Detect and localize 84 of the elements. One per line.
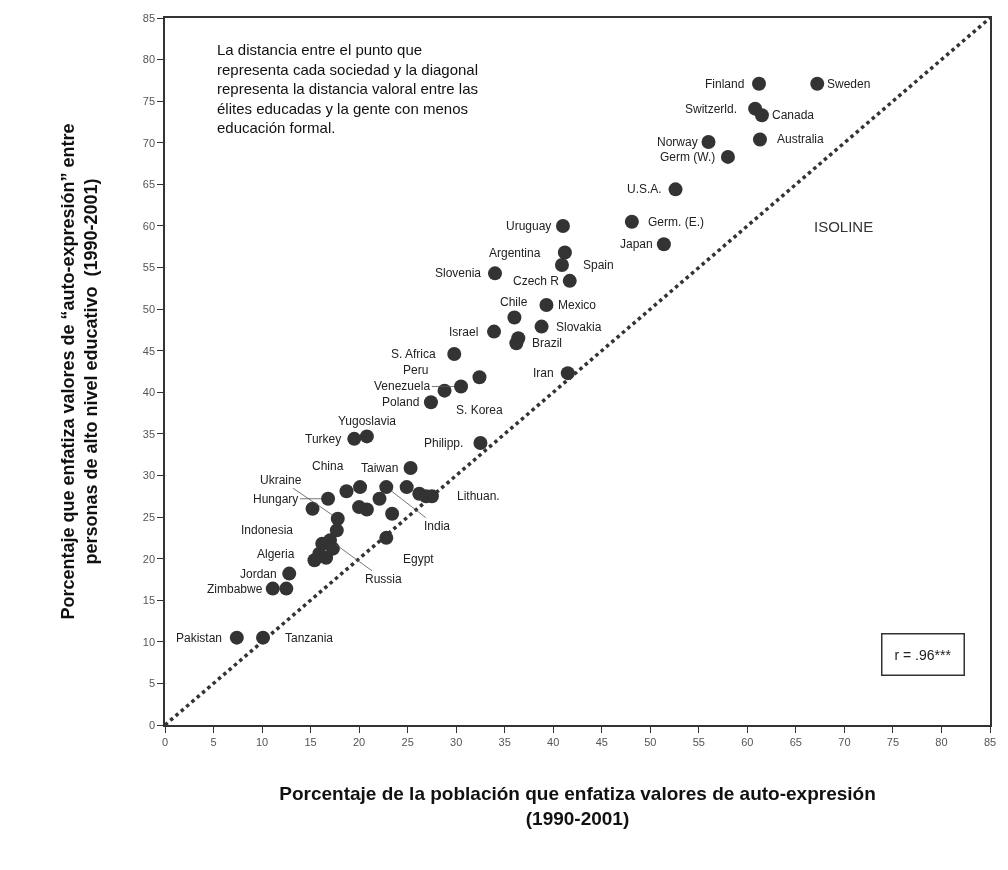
y-tick-label: 20	[142, 552, 156, 565]
x-tick-label: 40	[547, 735, 560, 748]
x-tick-label: 60	[741, 735, 754, 748]
annotation: Poland	[382, 395, 420, 409]
x-tick-label: 45	[595, 735, 608, 748]
annotation: Argentina	[489, 246, 541, 260]
annotation: Brazil	[532, 336, 563, 350]
annotation: Canada	[772, 108, 815, 122]
annotation: Norway	[657, 135, 698, 149]
y-tick-label: 60	[142, 219, 156, 232]
annotation: Peru	[403, 363, 429, 377]
annotation: Australia	[777, 132, 825, 146]
annotation: Tanzania	[285, 631, 334, 645]
annotation: Uruguay	[506, 219, 552, 233]
annotation: Hungary	[253, 492, 299, 506]
text: ISOLINE	[814, 218, 874, 235]
y-tick-label: 50	[142, 302, 156, 315]
x-tick-label: 15	[304, 735, 317, 748]
x-tick-label: 20	[352, 735, 366, 748]
annotation: Slovenia	[435, 266, 482, 280]
x-tick-label: 55	[692, 735, 705, 748]
annotation: S. Korea	[456, 403, 504, 417]
y-tick-label: 10	[142, 635, 156, 648]
annotation: Chile	[500, 295, 528, 309]
y-tick-label: 75	[142, 95, 156, 108]
annotation: Germ (W.)	[660, 150, 716, 164]
y-tick-label: 15	[142, 594, 156, 607]
annotation: La distancia entre el punto que representa cada sociedad y la diagonal representa la distancia valoral entre las élites educadas y la gente con menos educación formal.	[217, 41, 479, 136]
y-tick-label: 25	[142, 510, 156, 523]
annotation: Taiwan	[361, 461, 399, 475]
annotation: Germ. (E.)	[648, 215, 704, 229]
x-tick-label: 80	[935, 735, 948, 748]
annotation: S. Africa	[391, 347, 437, 361]
annotation: Lithuan.	[457, 489, 500, 503]
y-tick-label: 80	[142, 53, 156, 66]
annotation: Czech R	[513, 274, 560, 288]
x-tick-label: 25	[401, 735, 414, 748]
annotation: India	[424, 519, 451, 533]
annotation: Finland	[705, 77, 745, 91]
annotation: Egypt	[403, 552, 435, 566]
annotation: Yugoslavia	[338, 414, 397, 428]
y-tick-label: 85	[142, 11, 156, 24]
y-tick-label: 70	[142, 136, 156, 149]
annotation: Spain	[583, 258, 614, 272]
x-tick-label: 35	[498, 735, 511, 748]
annotation: U.S.A.	[627, 182, 662, 196]
annotation: Jordan	[240, 567, 277, 581]
y-axis-title: Porcentaje que enfatiza valores de “auto-expresión” entre personas de alto nivel educativo (1990-2001)	[58, 123, 102, 620]
annotation: China	[312, 459, 344, 473]
annotation: Sweden	[827, 77, 871, 91]
x-axis-title: Porcentaje de la población que enfatiza valores de auto-expresión (1990-2001)	[279, 783, 876, 829]
x-tick-label: 65	[789, 735, 803, 748]
y-tick-label: 5	[148, 677, 156, 690]
x-tick-label: 50	[644, 735, 657, 748]
y-tick-label: 45	[142, 344, 156, 357]
annotation: Japan	[620, 237, 653, 251]
annotation: Pakistan	[176, 631, 223, 645]
x-tick-label: 85	[983, 735, 997, 748]
x-tick-label: 30	[450, 735, 463, 748]
annotation: Philipp.	[424, 436, 464, 450]
annotation: Zimbabwe	[207, 582, 263, 596]
annotation: Israel	[449, 325, 479, 339]
x-tick-label: 10	[255, 735, 269, 748]
annotation: Mexico	[558, 298, 597, 312]
annotation: Venezuela	[374, 379, 431, 393]
annotation: Turkey	[305, 432, 342, 446]
y-tick-label: 35	[142, 427, 156, 440]
annotation: Russia	[365, 572, 403, 586]
x-tick-label: 75	[886, 735, 900, 748]
y-tick-label: 30	[142, 469, 156, 482]
annotation: Switzerld.	[685, 102, 738, 116]
annotation: r = .96***	[894, 646, 952, 663]
annotation: Slovakia	[556, 320, 602, 334]
annotation: Indonesia	[241, 523, 294, 537]
annotation: Algeria	[257, 547, 295, 561]
x-tick-label: 0	[161, 735, 169, 748]
y-tick-label: 65	[142, 178, 156, 191]
annotation: Iran	[533, 366, 554, 380]
x-tick-label: 5	[210, 735, 217, 748]
y-tick-label: 55	[142, 261, 156, 274]
y-tick-label: 0	[148, 718, 156, 731]
annotation: Ukraine	[260, 473, 302, 487]
y-tick-label: 40	[142, 386, 156, 399]
x-tick-label: 70	[838, 735, 851, 748]
